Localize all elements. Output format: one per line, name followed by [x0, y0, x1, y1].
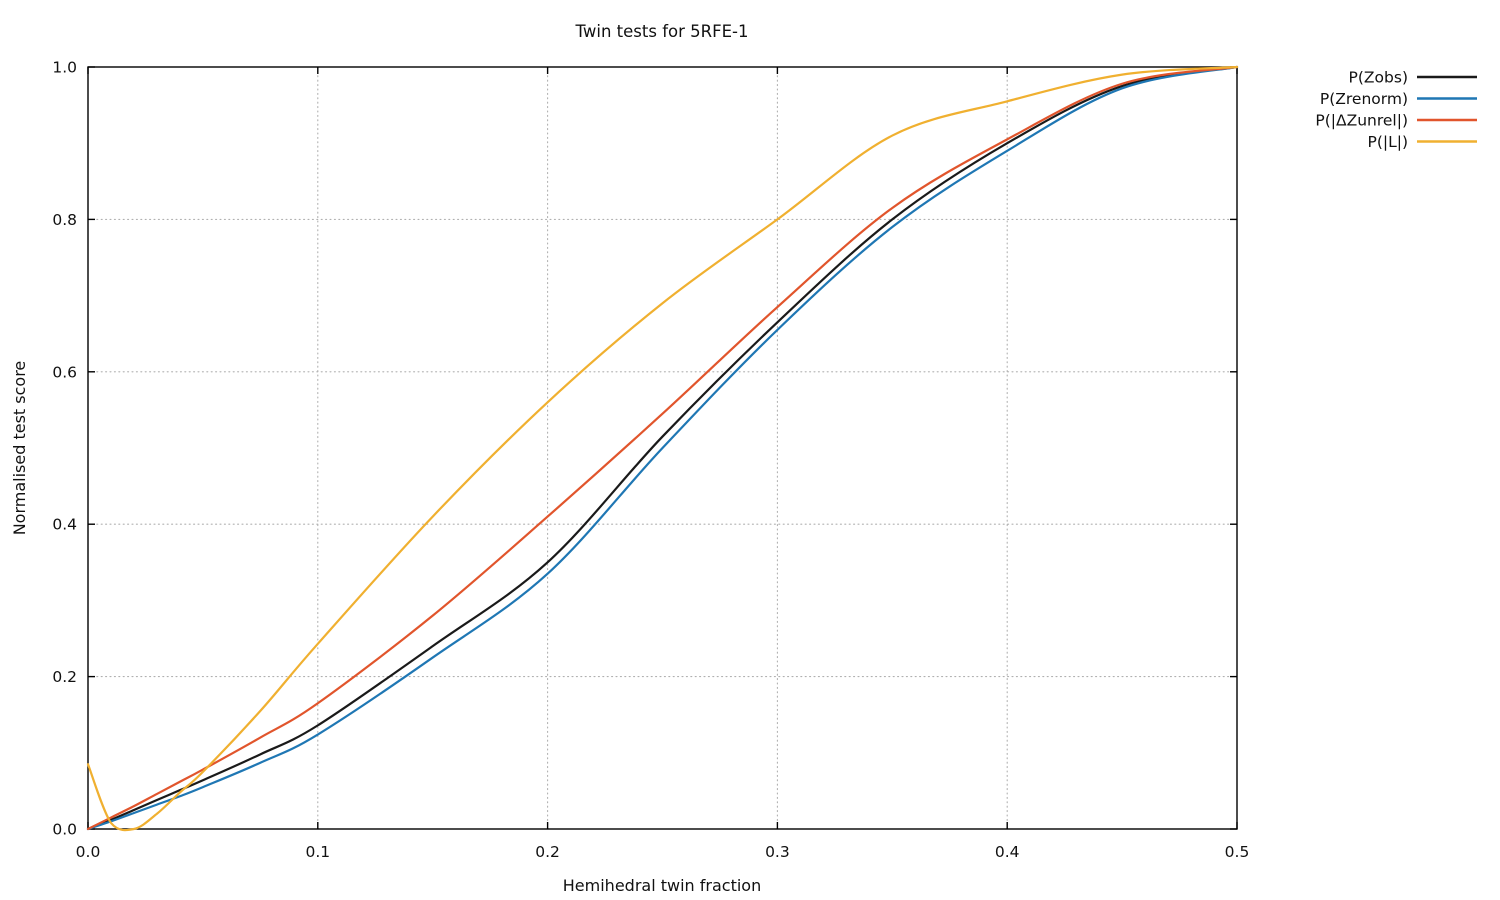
series-curve-P(|ΔZunrel|) — [86, 65, 1239, 831]
legend-label: P(Zobs) — [1349, 69, 1408, 87]
y-tick-label: 0.8 — [52, 211, 77, 229]
x-tick-label: 0.3 — [765, 843, 790, 861]
axes: 0.0 0.1 0.2 0.3 0.4 0.5 0.0 0.2 0.4 0.6 0.8 1.0 — [52, 59, 1249, 862]
legend-item: P(Zrenorm) — [1320, 90, 1477, 108]
series-curve-P(|L|) — [86, 65, 1239, 832]
x-tick-label: 0.0 — [76, 843, 101, 861]
x-tick-label: 0.1 — [305, 843, 330, 861]
legend-item: P(|ΔZunrel|) — [1315, 112, 1477, 130]
y-tick-label: 0.2 — [52, 668, 77, 686]
legend: P(Zobs) P(Zrenorm) P(|ΔZunrel|) P(|L|) — [1315, 69, 1477, 151]
legend-label: P(|ΔZunrel|) — [1315, 112, 1408, 130]
y-tick-label: 1.0 — [52, 59, 77, 77]
legend-label: P(|L|) — [1367, 133, 1408, 151]
x-tick-label: 0.4 — [995, 843, 1020, 861]
legend-item: P(|L|) — [1367, 133, 1477, 151]
x-axis-label: Hemihedral twin fraction — [563, 876, 761, 895]
y-tick-label: 0.6 — [52, 363, 77, 381]
x-tick-label: 0.5 — [1225, 843, 1250, 861]
series-curves — [86, 65, 1239, 832]
y-axis-label: Normalised test score — [10, 361, 29, 536]
y-tick-label: 0.0 — [52, 821, 77, 839]
series-curve-P(Zobs) — [86, 65, 1239, 831]
series-curve-P(Zrenorm) — [86, 65, 1239, 831]
x-tick-label: 0.2 — [535, 843, 560, 861]
y-tick-label: 0.4 — [52, 516, 77, 534]
legend-item: P(Zobs) — [1349, 69, 1477, 87]
legend-label: P(Zrenorm) — [1320, 90, 1408, 108]
chart-title: Twin tests for 5RFE-1 — [575, 22, 749, 41]
plot-border — [87, 66, 1238, 830]
